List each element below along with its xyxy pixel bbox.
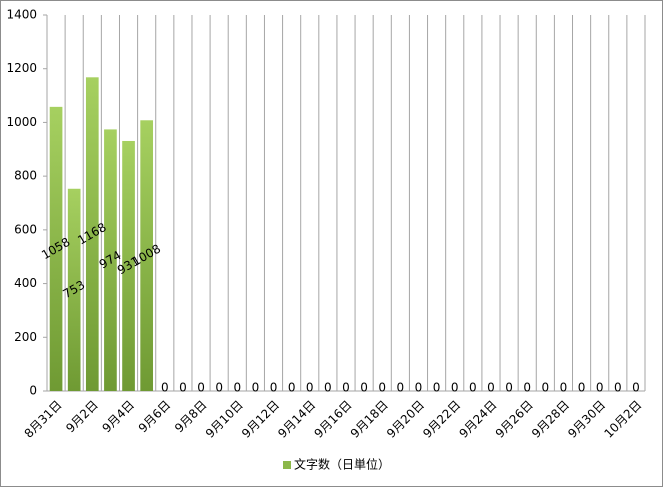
data-label: 0 bbox=[632, 381, 640, 395]
data-label: 0 bbox=[542, 381, 550, 395]
data-label: 0 bbox=[523, 381, 531, 395]
data-label: 0 bbox=[451, 381, 459, 395]
data-label: 0 bbox=[505, 381, 513, 395]
y-tick-label: 1000 bbox=[6, 115, 37, 129]
data-label: 0 bbox=[288, 381, 296, 395]
data-label: 0 bbox=[469, 381, 477, 395]
data-label: 0 bbox=[324, 381, 332, 395]
legend-label: 文字数（日単位） bbox=[294, 457, 390, 472]
data-label: 0 bbox=[306, 381, 314, 395]
bar bbox=[85, 77, 99, 392]
y-tick-label: 200 bbox=[14, 330, 37, 344]
data-label: 0 bbox=[614, 381, 622, 395]
data-label: 0 bbox=[270, 381, 278, 395]
y-tick-label: 0 bbox=[29, 384, 37, 398]
bar bbox=[122, 140, 135, 391]
y-tick-label: 400 bbox=[14, 276, 37, 290]
data-label: 0 bbox=[487, 381, 495, 395]
data-label: 0 bbox=[578, 381, 586, 395]
data-label: 0 bbox=[161, 381, 169, 395]
data-label: 0 bbox=[433, 381, 441, 395]
data-label: 0 bbox=[596, 381, 604, 395]
y-tick-label: 1400 bbox=[6, 8, 37, 22]
data-label: 0 bbox=[252, 381, 260, 395]
data-label: 0 bbox=[397, 381, 405, 395]
data-label: 0 bbox=[415, 381, 423, 395]
bar bbox=[67, 188, 81, 391]
data-label: 0 bbox=[233, 381, 241, 395]
y-tick-label: 1200 bbox=[6, 61, 37, 75]
bar bbox=[104, 129, 117, 391]
data-label: 0 bbox=[179, 381, 187, 395]
data-label: 0 bbox=[215, 381, 223, 395]
bar bbox=[140, 120, 154, 391]
data-label: 0 bbox=[378, 381, 386, 395]
data-label: 0 bbox=[360, 381, 368, 395]
bar bbox=[49, 106, 63, 391]
y-tick-label: 800 bbox=[14, 169, 37, 183]
legend-swatch bbox=[283, 461, 291, 469]
y-tick-label: 600 bbox=[14, 222, 37, 236]
data-label: 0 bbox=[560, 381, 568, 395]
data-label: 0 bbox=[342, 381, 350, 395]
data-label: 0 bbox=[197, 381, 205, 395]
